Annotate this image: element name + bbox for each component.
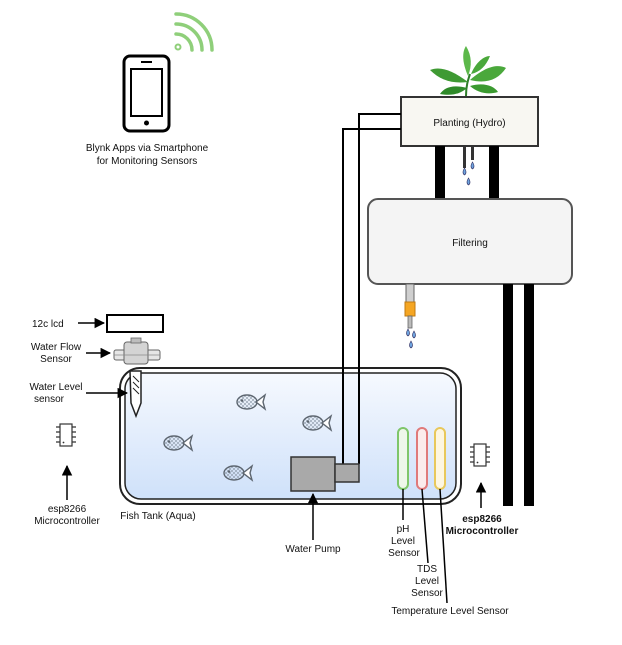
temperature-leader-line (439, 488, 448, 604)
filtering-label: Filtering (452, 238, 488, 249)
filtering-box (367, 198, 573, 285)
flow-sensor-label-line2: Sensor (40, 354, 72, 365)
temperature-sensor-probe (434, 427, 446, 490)
mcu-right-label-line1: esp8266 (462, 514, 502, 525)
pump-label: Water Pump (285, 544, 341, 555)
tds-leader-line (421, 488, 429, 564)
planting-box (400, 96, 539, 147)
pipe-right (489, 146, 499, 199)
plant-icon (430, 46, 506, 97)
pipe-left (435, 146, 445, 199)
fish-tank-label: Fish Tank (Aqua) (120, 511, 195, 522)
tds-label-line2: Level (415, 576, 439, 587)
pump-pipe-inner (342, 128, 401, 464)
chip-icon (55, 423, 77, 447)
level-sensor-label-line2: sensor (34, 394, 65, 405)
return-pipe-right (524, 284, 534, 506)
mcu-left-label-line1: esp8266 (48, 504, 87, 515)
tds-label-line1: TDS (417, 564, 437, 575)
water-pump (290, 456, 360, 492)
ph-sensor-probe (397, 427, 409, 490)
water-flow-sensor-icon (113, 337, 161, 365)
wifi-icon (174, 12, 214, 52)
planting-label: Planting (Hydro) (433, 118, 505, 129)
lcd-label: 12c lcd (32, 319, 64, 330)
smartphone-caption-line2: for Monitoring Sensors (97, 156, 198, 167)
mcu-right-label-line2: Microcontroller (446, 526, 519, 537)
return-pipe-left (503, 284, 513, 506)
mcu-left-label-line2: Microcontroller (34, 516, 100, 527)
temperature-label: Temperature Level Sensor (391, 606, 509, 617)
filter-outlet-nozzle (404, 283, 416, 349)
smartphone-caption-line1: Blynk Apps via Smartphone (86, 143, 209, 154)
lcd-display (106, 314, 164, 333)
tds-sensor-probe (416, 427, 428, 490)
ph-label-line2: Level (391, 536, 415, 547)
chip-icon (469, 443, 491, 467)
ph-label-line1: pH (397, 524, 410, 535)
water-level-sensor-probe (129, 370, 142, 419)
level-sensor-label-line1: Water Level (30, 382, 83, 393)
fish-tank-water (124, 372, 457, 500)
pump-pipe-outer (358, 113, 401, 464)
smartphone-icon (122, 54, 171, 133)
drip-nozzle-planting (462, 146, 475, 186)
tds-label-line3: Sensor (411, 588, 443, 599)
flow-sensor-label-line1: Water Flow (31, 342, 82, 353)
ph-label-line3: Sensor (388, 548, 420, 559)
